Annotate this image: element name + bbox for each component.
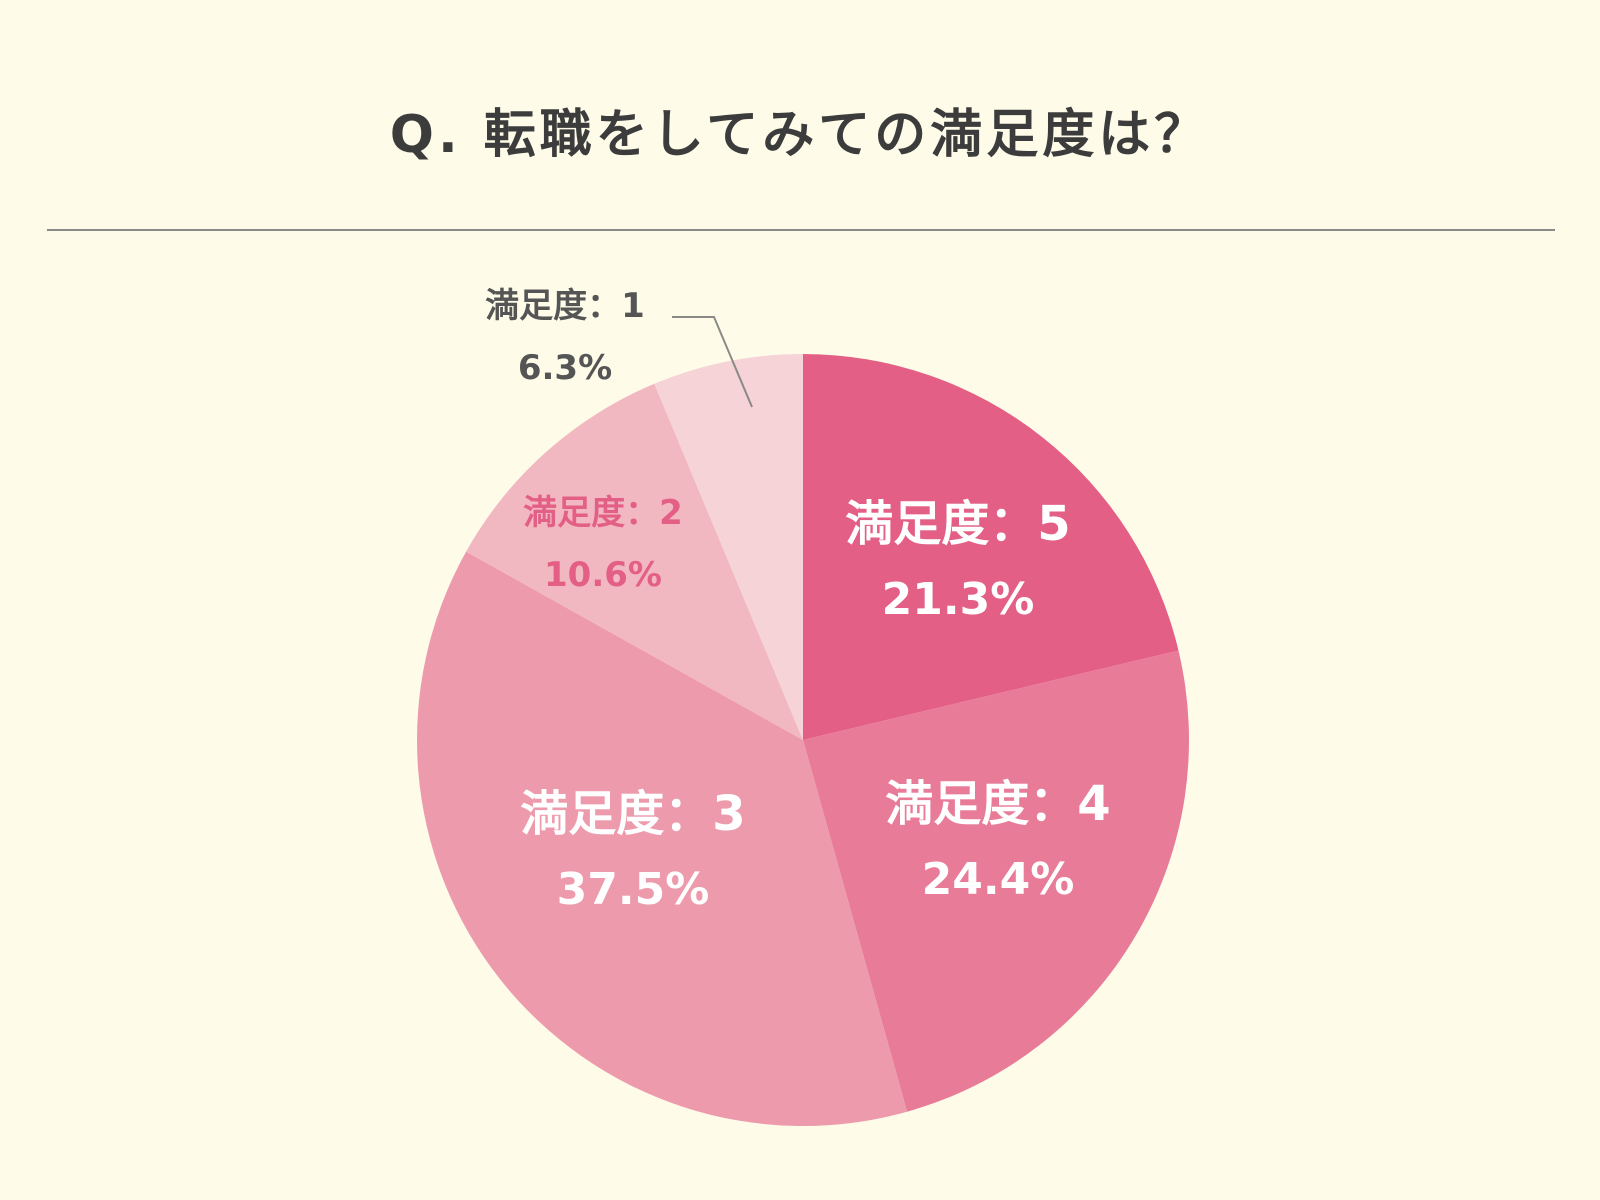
slice-value-label: 21.3% [882,574,1035,625]
pie-slice-4 [803,650,1189,1112]
slice-value-label: 6.3% [518,348,612,388]
slice-value-label: 24.4% [922,854,1075,905]
leader-line [672,316,753,408]
slice-value-label: 37.5% [557,864,710,915]
slice-category-label: 満足度：2 [523,493,683,533]
pie-slices [416,354,1189,1126]
pie-slice-2 [466,383,803,740]
slice-category-label: 満足度：1 [485,286,645,326]
slice-value-label: 10.6% [544,555,662,595]
slice-category-label: 満足度：3 [520,786,745,842]
pie-slice-5 [803,354,1179,740]
pie-slice-1 [654,354,803,740]
pie-slice-3 [416,551,908,1126]
pie-labels: 満足度：5 21.3% 満足度：4 24.4% 満足度：3 37.5% 満足度：2 10.6%… [485,286,1111,915]
title-divider [47,229,1555,231]
slice-category-label: 満足度：4 [885,776,1110,832]
slice-category-label: 満足度：5 [845,496,1070,552]
chart-title: Q. 転職をしてみての満足度は？ [389,105,1211,165]
